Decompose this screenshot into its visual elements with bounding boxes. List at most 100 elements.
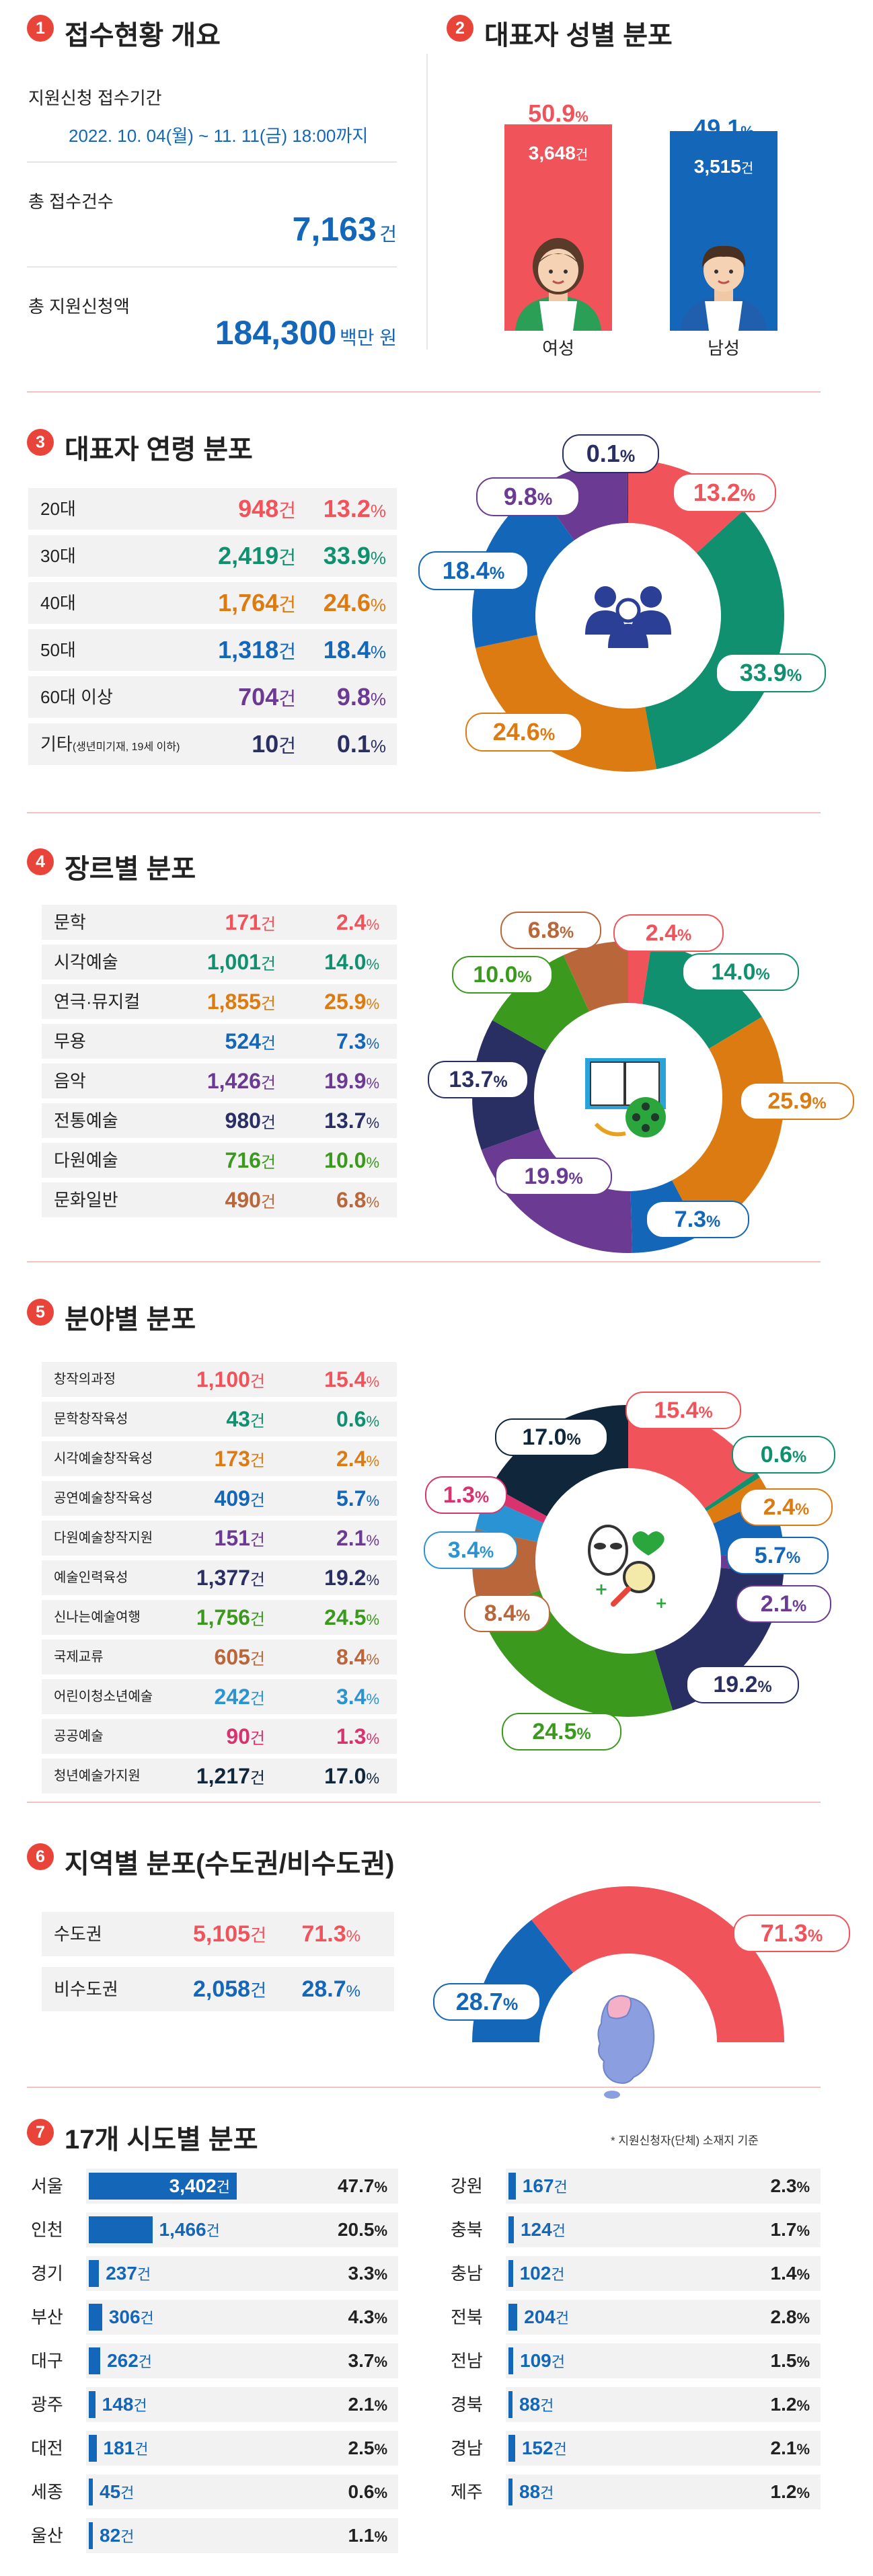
province-row: 제주 88건 1.2% (447, 2474, 821, 2509)
province-pct: 1.2% (771, 2387, 810, 2422)
amount-value: 184,300 (215, 314, 337, 352)
region-slice-label: 71.3% (733, 1915, 850, 1952)
slice-pct-value: 2.4 (645, 920, 678, 946)
section-7-title: 17개 시도별 분포 (65, 2125, 258, 2155)
field-slice-label: 2.1% (736, 1585, 831, 1623)
row-count-unit: 건 (260, 995, 276, 1013)
province-pct-unit: % (374, 2441, 387, 2458)
slice-pct-value: 1.3 (443, 1482, 476, 1508)
province-pct-value: 1.1 (348, 2525, 375, 2546)
slice-pct-unit: % (755, 965, 770, 983)
row-label: 무용 (54, 1024, 86, 1059)
row-count-unit: 건 (250, 1571, 265, 1589)
province-count-unit: 건 (555, 2310, 570, 2327)
row-label-text: 수도권 (54, 1924, 102, 1944)
row-pct-unit: % (366, 1115, 379, 1131)
province-bar (508, 2391, 513, 2418)
field-slice-label: 0.6% (732, 1436, 835, 1474)
age-slice-label: 18.4% (418, 551, 529, 590)
province-row: 울산 82건 1.1% (27, 2518, 398, 2553)
row-count-value: 1,318 (218, 636, 279, 663)
row-pct: 9.8% (337, 676, 386, 720)
slice-pct-unit: % (807, 1927, 823, 1945)
row-pct-unit: % (370, 689, 386, 709)
row-label-text: 공연예술창작육성 (54, 1491, 153, 1506)
row-pct-unit: % (366, 1075, 379, 1092)
slice-pct-value: 15.4 (654, 1398, 699, 1423)
province-count: 124건 (521, 2212, 566, 2247)
province-name-text: 서울 (31, 2176, 63, 2196)
province-name: 충남 (447, 2256, 506, 2291)
province-pct: 3.7% (348, 2343, 388, 2378)
table-row: 문학 171건 2.4% (42, 905, 397, 940)
row-label: 기타(생년미기재, 19세 이하) (40, 723, 180, 768)
table-row: 기타(생년미기재, 19세 이하) 10건 0.1% (28, 723, 397, 765)
province-count-value: 102 (519, 2263, 552, 2284)
row-pct: 17.0% (324, 1759, 379, 1796)
province-row: 전북 204건 2.8% (447, 2300, 821, 2335)
province-pct-value: 1.5 (770, 2350, 797, 2371)
province-name-text: 세종 (31, 2482, 63, 2502)
province-count-unit: 건 (551, 2266, 565, 2283)
province-pct-value: 2.5 (348, 2438, 375, 2458)
section-5-number: 5 (27, 1299, 54, 1326)
row-count-unit: 건 (260, 955, 276, 973)
province-name: 전북 (447, 2300, 506, 2335)
row-label-text: 시각예술 (54, 952, 118, 972)
male-count-label: 3,515건 (693, 156, 754, 177)
province-count: 1,466건 (159, 2212, 220, 2247)
row-count: 1,426건 (207, 1063, 276, 1101)
province-name-text: 부산 (31, 2307, 63, 2327)
genre-slice-label: 25.9% (740, 1082, 854, 1120)
row-label-text: 전통예술 (54, 1111, 118, 1131)
province-count: 3,402건 (136, 2169, 230, 2204)
section-6-number: 6 (27, 1843, 54, 1870)
row-count-unit: 건 (250, 1373, 265, 1391)
slice-pct-value: 6.8 (527, 918, 560, 943)
row-pct: 8.4% (336, 1640, 379, 1677)
province-name-text: 울산 (31, 2526, 63, 2546)
row-label: 다원예술창작지원 (54, 1521, 153, 1556)
row-pct-value: 10.0 (324, 1148, 367, 1172)
row-count-value: 242 (214, 1685, 250, 1709)
row-label: 창작의과정 (54, 1362, 116, 1397)
province-pct: 47.7% (338, 2169, 387, 2204)
province-count: 167건 (523, 2169, 568, 2204)
province-bar (89, 2304, 102, 2331)
province-name-text: 충남 (451, 2263, 483, 2284)
province-name: 대구 (27, 2343, 86, 2378)
slice-pct-value: 24.6 (492, 718, 540, 746)
row-label: 20대 (40, 488, 76, 530)
row-count-value: 173 (214, 1447, 250, 1471)
row-pct-value: 14.0 (324, 950, 367, 974)
field-slice-label: 1.3% (425, 1476, 507, 1514)
province-name: 대전 (27, 2431, 86, 2466)
row-label-text: 음악 (54, 1071, 86, 1091)
slice-pct-value: 13.7 (449, 1067, 494, 1092)
book-and-film-icon (585, 1058, 666, 1137)
count-unit: 건 (379, 224, 397, 245)
province-count: 237건 (106, 2256, 151, 2291)
province-count-value: 181 (103, 2438, 135, 2458)
row-count: 10건 (252, 723, 296, 767)
province-count: 181건 (104, 2431, 149, 2466)
row-count-unit: 건 (278, 500, 296, 521)
slice-pct-unit: % (537, 490, 553, 509)
row-count-value: 10 (252, 730, 279, 758)
province-count-value: 152 (521, 2438, 554, 2458)
row-count-value: 2,058 (192, 1976, 251, 2002)
slice-pct-unit: % (757, 1678, 772, 1696)
row-pct-unit: % (366, 996, 379, 1012)
section-6-title: 지역별 분포(수도권/비수도권) (65, 1849, 395, 1879)
row-label: 30대 (40, 535, 76, 577)
province-pct-unit: % (374, 2266, 387, 2283)
field-donut-center (537, 1470, 720, 1652)
row-label-text: 연극·뮤지컬 (54, 992, 141, 1012)
slice-pct-value: 7.3 (674, 1207, 707, 1232)
row-label-text: 시각예술창작육성 (54, 1451, 153, 1466)
row-pct: 0.6% (336, 1402, 379, 1439)
row-count-value: 704 (238, 683, 279, 711)
row-label: 어린이청소년예술 (54, 1679, 153, 1714)
province-pct: 3.3% (348, 2256, 388, 2291)
slice-pct-unit: % (516, 1607, 531, 1625)
